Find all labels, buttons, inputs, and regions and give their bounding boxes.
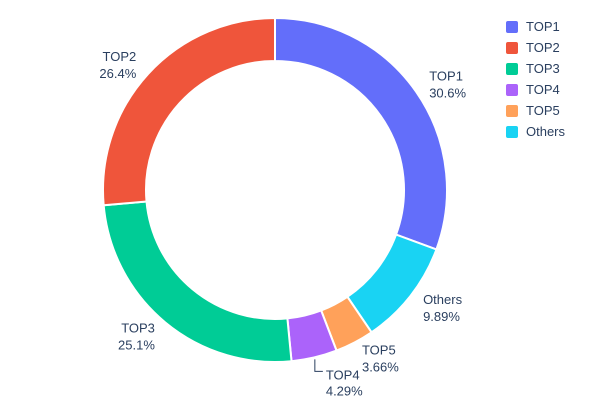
slice-label-name: TOP1 <box>429 68 463 83</box>
slice-label-name: TOP5 <box>362 343 396 358</box>
legend-label: TOP5 <box>526 103 560 118</box>
legend-swatch <box>506 126 518 138</box>
slice-label-percent: 4.29% <box>326 383 363 398</box>
legend-item-top1[interactable]: TOP1 <box>506 20 565 34</box>
legend: TOP1 TOP2 TOP3 TOP4 TOP5 Others <box>506 20 565 139</box>
legend-swatch <box>506 105 518 117</box>
slice-label-percent: 3.66% <box>362 360 399 375</box>
legend-swatch <box>506 42 518 54</box>
legend-item-top5[interactable]: TOP5 <box>506 104 565 118</box>
label-connector <box>314 359 323 372</box>
legend-label: TOP3 <box>526 61 560 76</box>
slice-label-percent: 9.89% <box>423 309 460 324</box>
pie-slice-top2[interactable] <box>102 16 276 207</box>
legend-label: TOP1 <box>526 19 560 34</box>
legend-item-top2[interactable]: TOP2 <box>506 41 565 55</box>
legend-label: TOP2 <box>526 40 560 55</box>
slice-label-percent: 26.4% <box>99 66 136 81</box>
legend-swatch <box>506 84 518 96</box>
legend-label: Others <box>526 124 566 139</box>
legend-item-top3[interactable]: TOP3 <box>506 62 565 76</box>
slice-label-percent: 30.6% <box>429 85 466 100</box>
slice-label-name: TOP4 <box>326 367 360 382</box>
slice-label-percent: 25.1% <box>118 338 155 353</box>
slice-label-name: TOP2 <box>103 49 137 64</box>
legend-item-others[interactable]: Others <box>506 125 565 139</box>
legend-swatch <box>506 21 518 33</box>
slice-label-name: Others <box>423 292 463 307</box>
pie-slice-top1[interactable] <box>274 16 448 251</box>
legend-item-top4[interactable]: TOP4 <box>506 83 565 97</box>
slice-label-name: TOP3 <box>121 321 155 336</box>
legend-swatch <box>506 63 518 75</box>
legend-label: TOP4 <box>526 82 560 97</box>
